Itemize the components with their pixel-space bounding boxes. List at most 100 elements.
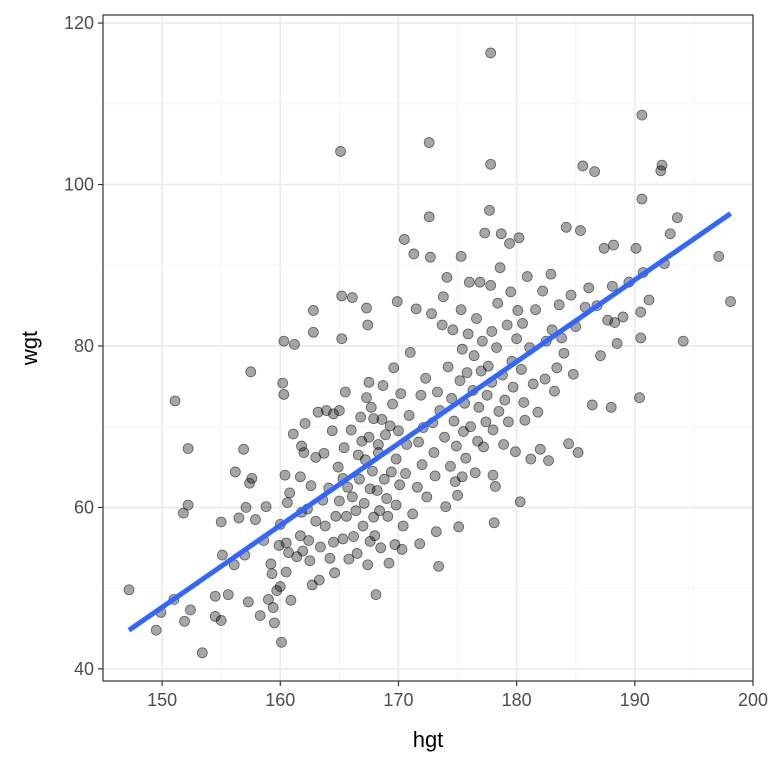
data-point (343, 553, 355, 565)
data-point (374, 505, 385, 517)
data-point (473, 401, 485, 413)
data-point (492, 297, 504, 309)
data-point (454, 375, 466, 387)
data-point (404, 347, 416, 358)
data-point (382, 510, 394, 522)
data-point (362, 559, 374, 571)
data-point (534, 443, 546, 455)
data-point (182, 443, 194, 454)
data-point (179, 615, 190, 627)
data-point (487, 469, 499, 481)
data-point (677, 335, 689, 347)
data-point (426, 308, 437, 320)
data-point (333, 405, 345, 416)
data-point (510, 446, 521, 458)
data-point (294, 530, 306, 542)
data-point (447, 324, 459, 336)
data-point (345, 424, 357, 436)
data-point (602, 314, 614, 326)
data-point (493, 405, 505, 417)
data-point (229, 466, 241, 478)
data-point (338, 442, 350, 454)
data-point (456, 343, 468, 355)
x-axis: 150 160 170 180 190 200 (147, 681, 768, 710)
data-point (324, 552, 336, 564)
data-point (502, 416, 514, 428)
data-point (481, 389, 493, 401)
data-point (543, 455, 554, 467)
data-point (397, 520, 409, 532)
data-point (495, 228, 507, 240)
fit-line (127, 211, 732, 633)
data-point (527, 378, 539, 390)
data-point (177, 507, 189, 519)
data-point (634, 392, 645, 404)
data-point (346, 491, 358, 503)
data-point (342, 481, 354, 493)
data-point (485, 47, 497, 59)
data-point (363, 376, 375, 388)
data-point (455, 304, 467, 316)
data-point (478, 441, 489, 453)
data-point (507, 381, 519, 393)
data-point (608, 239, 619, 251)
data-point (512, 305, 524, 316)
data-point (598, 242, 610, 254)
data-point (363, 431, 375, 443)
data-point (370, 589, 382, 601)
data-point (485, 280, 497, 291)
data-point (274, 581, 286, 592)
data-point (319, 520, 331, 532)
data-point (355, 411, 367, 423)
data-point (617, 311, 629, 323)
x-tick-label: 150 (147, 690, 177, 710)
data-point (185, 604, 196, 616)
data-point (460, 452, 472, 464)
data-point (494, 262, 506, 274)
data-point (357, 520, 369, 532)
data-point (281, 497, 293, 508)
data-point (336, 290, 348, 302)
data-point (575, 225, 586, 236)
data-point (369, 530, 381, 542)
data-point (390, 499, 402, 511)
data-point (487, 424, 499, 436)
x-tick-label: 180 (502, 690, 532, 710)
data-point (196, 647, 208, 659)
data-point (643, 294, 655, 306)
data-point (350, 505, 362, 517)
y-tick-label: 40 (74, 659, 94, 679)
data-point (671, 212, 683, 224)
data-point (287, 428, 299, 440)
data-point (606, 280, 618, 292)
panel-border (102, 14, 754, 682)
data-point (545, 268, 557, 280)
y-axis-title: wgt (17, 331, 42, 366)
data-point (328, 408, 339, 420)
data-point (517, 317, 528, 329)
data-point (539, 373, 551, 385)
data-point (367, 465, 378, 477)
data-point (242, 596, 254, 608)
data-point (279, 469, 291, 481)
data-point (273, 539, 285, 551)
data-point (450, 440, 462, 452)
data-point (560, 221, 572, 233)
data-point (453, 521, 465, 533)
data-point (395, 388, 407, 400)
data-point (305, 480, 317, 492)
data-point (532, 406, 544, 418)
x-axis-title: hgt (413, 727, 444, 752)
data-point (182, 499, 194, 511)
data-point (713, 250, 725, 262)
data-point (266, 568, 278, 580)
data-point (416, 459, 428, 471)
data-point (298, 447, 310, 458)
data-point (476, 335, 488, 347)
data-point (471, 313, 482, 324)
data-point (452, 489, 463, 501)
data-point (553, 299, 565, 311)
data-point (388, 362, 400, 374)
